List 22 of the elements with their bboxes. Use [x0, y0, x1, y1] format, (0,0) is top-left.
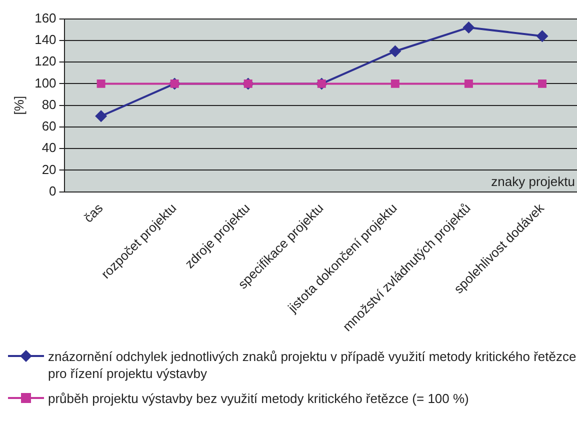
point [462, 21, 475, 34]
y-tick-label: 20 [42, 162, 56, 177]
y-tick-label: 140 [34, 32, 56, 48]
legend-label: znázornění odchylek jednotlivých znaků projektu v případě využití metody kritického řetězce pro řízení projektu výstavby [48, 348, 577, 382]
point [95, 110, 108, 122]
y-tick-label: 160 [34, 10, 56, 26]
y-tick-label: 60 [42, 118, 56, 134]
y-tick-label: 0 [49, 183, 56, 198]
point [536, 30, 548, 42]
point [464, 79, 473, 88]
y-tick-label: 40 [42, 140, 56, 156]
legend-label: průběh projektu výstavby bez využití metody kritického řetězce (= 100 %) [48, 390, 469, 407]
x-tick-label: čas [80, 200, 106, 226]
y-tick-label: 100 [34, 75, 56, 90]
point [538, 79, 546, 88]
x-axis-title: znaky projektu [491, 174, 575, 189]
point [390, 79, 400, 88]
y-tick-label: 80 [42, 96, 56, 112]
y-axis-title: [%] [11, 96, 26, 115]
point [96, 79, 106, 88]
point [389, 45, 402, 58]
y-tick-label: 120 [34, 54, 56, 69]
